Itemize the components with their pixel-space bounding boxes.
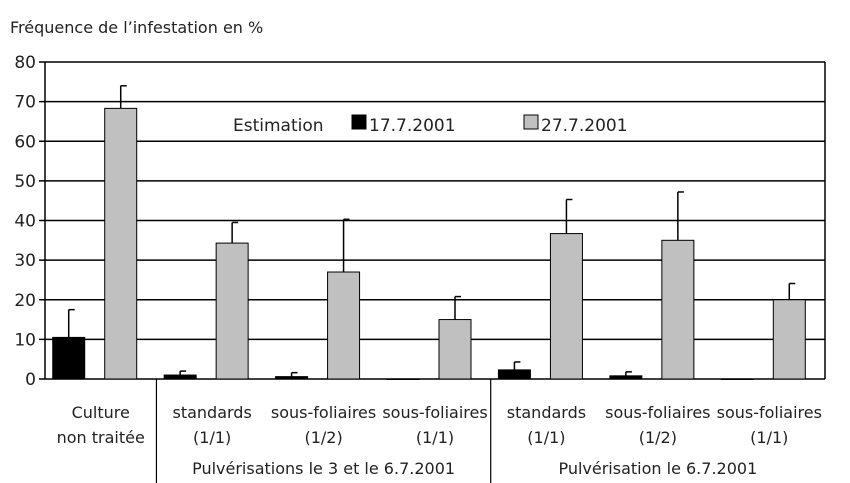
category-label-line2: (1/2) bbox=[304, 428, 342, 447]
group-label: Pulvérisation le 6.7.2001 bbox=[558, 459, 757, 478]
bar-17.7.2001 bbox=[386, 378, 420, 380]
bar-17.7.2001 bbox=[275, 376, 309, 380]
bar-17.7.2001 bbox=[720, 378, 754, 380]
legend-swatch-17.7.2001 bbox=[351, 114, 367, 130]
category-label-line1: sous-foliaires bbox=[382, 403, 487, 422]
bar-27.7.2001 bbox=[549, 233, 583, 380]
bar-17.7.2001 bbox=[52, 336, 86, 380]
bar-17.7.2001 bbox=[163, 374, 197, 380]
bar-17.7.2001 bbox=[609, 375, 643, 380]
category-label-line1: sous-foliaires bbox=[717, 403, 822, 422]
legend-entry-17.7.2001: 17.7.2001 bbox=[369, 116, 456, 136]
bar-17.7.2001 bbox=[497, 369, 531, 380]
legend-swatch-27.7.2001 bbox=[523, 114, 539, 130]
bar-27.7.2001 bbox=[215, 242, 249, 380]
bars bbox=[52, 85, 806, 380]
category-label-line1: sous-foliaires bbox=[605, 403, 710, 422]
category-label-line1: sous-foliaires bbox=[271, 403, 376, 422]
bar-27.7.2001 bbox=[327, 271, 361, 380]
y-tick-label: 20 bbox=[14, 291, 36, 311]
category-label-line1: Culture bbox=[72, 403, 130, 422]
category-label-line2: (1/1) bbox=[750, 428, 788, 447]
y-tick-label: 70 bbox=[14, 93, 36, 113]
gridlines bbox=[45, 61, 825, 380]
chart-title: Fréquence de l’infestation en % bbox=[10, 18, 263, 37]
y-tick-label: 10 bbox=[14, 330, 36, 350]
category-label-line2: (1/1) bbox=[193, 428, 231, 447]
category-label-line1: standards bbox=[507, 403, 586, 422]
y-tick-label: 30 bbox=[14, 251, 36, 271]
category-label-line1: standards bbox=[172, 403, 251, 422]
x-axis-categories: Culture non traitée standards (1/1) sous-fol… bbox=[57, 379, 822, 483]
category-label-line2: (1/1) bbox=[416, 428, 454, 447]
bar-27.7.2001 bbox=[438, 319, 472, 380]
y-tick-label: 0 bbox=[25, 370, 36, 390]
bar-27.7.2001 bbox=[661, 239, 695, 380]
legend: Estimation 17.7.2001 27.7.2001 bbox=[233, 114, 628, 136]
legend-entry-27.7.2001: 27.7.2001 bbox=[541, 116, 628, 136]
bar-27.7.2001 bbox=[104, 107, 138, 380]
category-label-line2: (1/2) bbox=[639, 428, 677, 447]
bar-27.7.2001 bbox=[772, 299, 806, 380]
y-tick-label: 50 bbox=[14, 172, 36, 192]
y-axis-ticks: 0 10 20 30 40 50 60 70 80 bbox=[14, 53, 826, 390]
group-label: Pulvérisations le 3 et le 6.7.2001 bbox=[192, 459, 455, 478]
category-label-line2: non traitée bbox=[57, 428, 145, 447]
y-tick-label: 60 bbox=[14, 132, 36, 152]
y-tick-label: 80 bbox=[14, 53, 36, 73]
category-label-line2: (1/1) bbox=[527, 428, 565, 447]
y-tick-label: 40 bbox=[14, 212, 36, 232]
legend-title: Estimation bbox=[233, 116, 324, 136]
